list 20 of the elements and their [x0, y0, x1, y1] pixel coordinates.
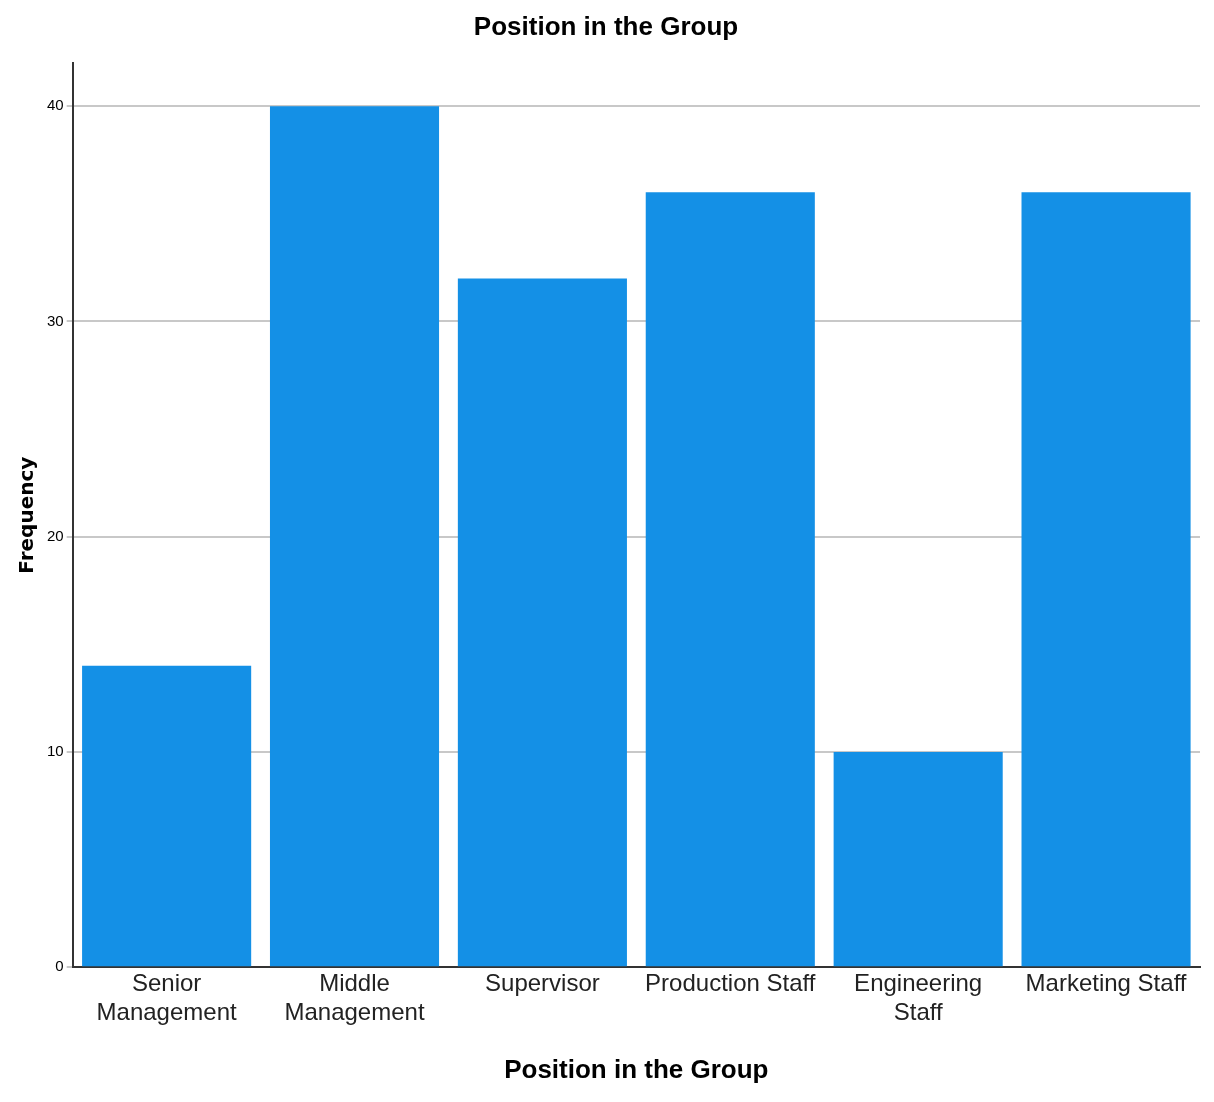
x-tick-label: Marketing Staff [1025, 969, 1187, 997]
x-tick-label: Engineering Staff [854, 969, 983, 1026]
y-tick-label: 0 [55, 957, 64, 975]
x-axis-title: Position in the Group [504, 1053, 769, 1084]
x-tick-label: Senior Management [96, 969, 237, 1026]
bar [82, 665, 252, 967]
x-tick-label: Production Staff [645, 969, 816, 997]
y-tick-label: 20 [47, 526, 64, 544]
bar [1021, 192, 1191, 967]
x-tick-label: Middle Management [284, 969, 425, 1026]
chart-title: Position in the Group [473, 10, 739, 41]
y-tick-label: 40 [47, 96, 64, 114]
y-tick-label: 30 [47, 311, 64, 329]
x-tick-label: Supervisor [485, 969, 600, 997]
y-tick-label: 10 [47, 742, 64, 760]
y-axis-title: Frequency [14, 456, 39, 574]
bar [457, 278, 627, 967]
bar [645, 192, 815, 967]
bar [833, 751, 1003, 967]
bar [269, 106, 440, 967]
